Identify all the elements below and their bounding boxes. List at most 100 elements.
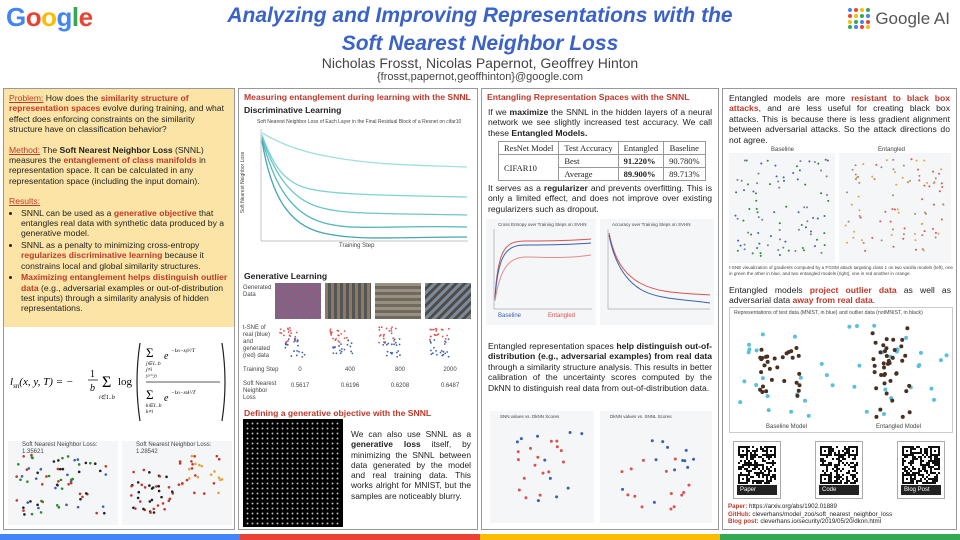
accuracy-table: ResNet Model Test Accuracy Entangled Bas…	[497, 141, 706, 181]
scatter-point	[156, 504, 160, 507]
scatter-point	[760, 376, 765, 381]
scatter-point	[759, 252, 762, 255]
snnl-value: 0.6487	[440, 383, 460, 389]
scatter-point	[443, 343, 446, 345]
scatter-point	[185, 478, 189, 482]
scatter-point	[433, 339, 436, 341]
scatter-point	[772, 356, 777, 361]
svg-text:k≠i: k≠i	[146, 409, 153, 415]
scatter-point	[378, 326, 381, 329]
scatter-point	[854, 173, 857, 176]
scatter-point	[797, 371, 802, 376]
scatter-point	[804, 183, 807, 186]
scatter-point	[340, 333, 343, 335]
svg-text:k∈1..b: k∈1..b	[146, 403, 162, 409]
scatter-point	[778, 238, 781, 241]
scatter-point	[101, 505, 105, 508]
scatter-point	[446, 351, 449, 353]
scatter-point	[566, 486, 570, 490]
scatter-point	[735, 191, 738, 194]
scatter-point	[742, 219, 745, 222]
scatter-point	[746, 183, 749, 186]
scatter-point	[743, 189, 746, 192]
scatter-point	[329, 328, 332, 331]
scatter-point	[754, 348, 759, 353]
scatter-point	[851, 168, 854, 171]
scatter-point	[938, 190, 941, 193]
scatter-point	[823, 232, 826, 235]
scatter-point	[769, 235, 772, 238]
scatter-point	[819, 361, 824, 366]
github-link[interactable]: cleverhans/model_zoo/soft_nearest_neighb…	[752, 510, 893, 518]
scatter-point	[434, 327, 437, 330]
scatter-point	[436, 353, 438, 356]
scatter-point	[765, 359, 770, 364]
blog-link[interactable]: cleverhans.io/security/2019/05/20/dknn.h…	[760, 518, 882, 526]
scatter-point	[387, 342, 390, 345]
qr-blog-post[interactable]: Blog Post	[897, 441, 945, 499]
scatter-point	[816, 217, 819, 220]
scatter-point	[301, 351, 304, 354]
scatter-point	[104, 465, 108, 468]
scatter-point	[736, 217, 739, 220]
scatter-point	[879, 373, 884, 378]
svg-text:b: b	[90, 383, 95, 394]
scatter-point	[218, 478, 222, 482]
qr-code[interactable]: Code	[815, 441, 863, 499]
scatter-point	[431, 328, 433, 331]
scatter-point	[820, 169, 823, 172]
logo-letter: G	[6, 2, 26, 32]
scatter-point	[854, 323, 859, 328]
scatter-point	[213, 470, 216, 473]
scatter-point	[388, 329, 391, 332]
outlier-text: Entangled models project outlier data as…	[729, 285, 952, 306]
scatter-point	[447, 355, 450, 358]
scatter-point	[680, 493, 684, 497]
scatter-point	[165, 475, 168, 479]
scatter-point	[857, 195, 860, 198]
dknn-scatter-right: DkNN values vs. SNNL Scores	[600, 411, 712, 523]
scatter-point	[280, 332, 283, 335]
scatter-point	[824, 373, 829, 378]
scatter-point	[891, 194, 894, 197]
scatter-point	[555, 495, 559, 499]
scatter-point	[790, 355, 795, 360]
google-ai-dots-icon	[848, 8, 870, 30]
scatter-point	[143, 486, 147, 489]
scatter-point	[37, 506, 40, 510]
scatter-point	[775, 175, 778, 178]
scatter-point	[881, 343, 886, 348]
logo-letter: o	[41, 2, 57, 32]
scatter-point	[217, 457, 221, 461]
snnl-value: 0.6196	[340, 383, 360, 389]
scatter-point	[864, 409, 869, 414]
scatter-point	[541, 471, 545, 475]
scatter-point	[391, 326, 393, 329]
svg-text:j≠i: j≠i	[145, 367, 153, 373]
scatter-point	[77, 470, 81, 474]
scatter-point	[441, 354, 444, 357]
scatter-point	[441, 335, 444, 338]
scatter-point	[580, 432, 584, 436]
svhn-accuracy-plot: Accuracy over Training Steps on SVHN	[600, 219, 714, 325]
qr-code-icon	[820, 446, 858, 484]
scatter-point	[148, 484, 151, 487]
paper-link[interactable]: https://arxiv.org/abs/1902.01889	[749, 503, 837, 510]
scatter-point	[167, 499, 171, 503]
scatter-point	[395, 344, 398, 347]
scatter-point	[332, 337, 334, 340]
scatter-point	[435, 349, 437, 352]
scatter-point	[740, 179, 743, 182]
scatter-point	[378, 335, 381, 337]
scatter-point	[766, 244, 769, 247]
scatter-point	[142, 468, 146, 472]
scatter-point	[874, 414, 879, 419]
scatter-point	[878, 407, 883, 412]
scatter-point	[899, 344, 904, 349]
scatter-point	[800, 224, 803, 227]
scatter-point	[795, 165, 798, 168]
scatter-point	[160, 495, 163, 499]
method-paragraph: Method: The Soft Nearest Neighbor Loss (…	[9, 144, 206, 186]
scatter-point	[65, 503, 68, 507]
qr-paper[interactable]: Paper	[733, 441, 781, 499]
